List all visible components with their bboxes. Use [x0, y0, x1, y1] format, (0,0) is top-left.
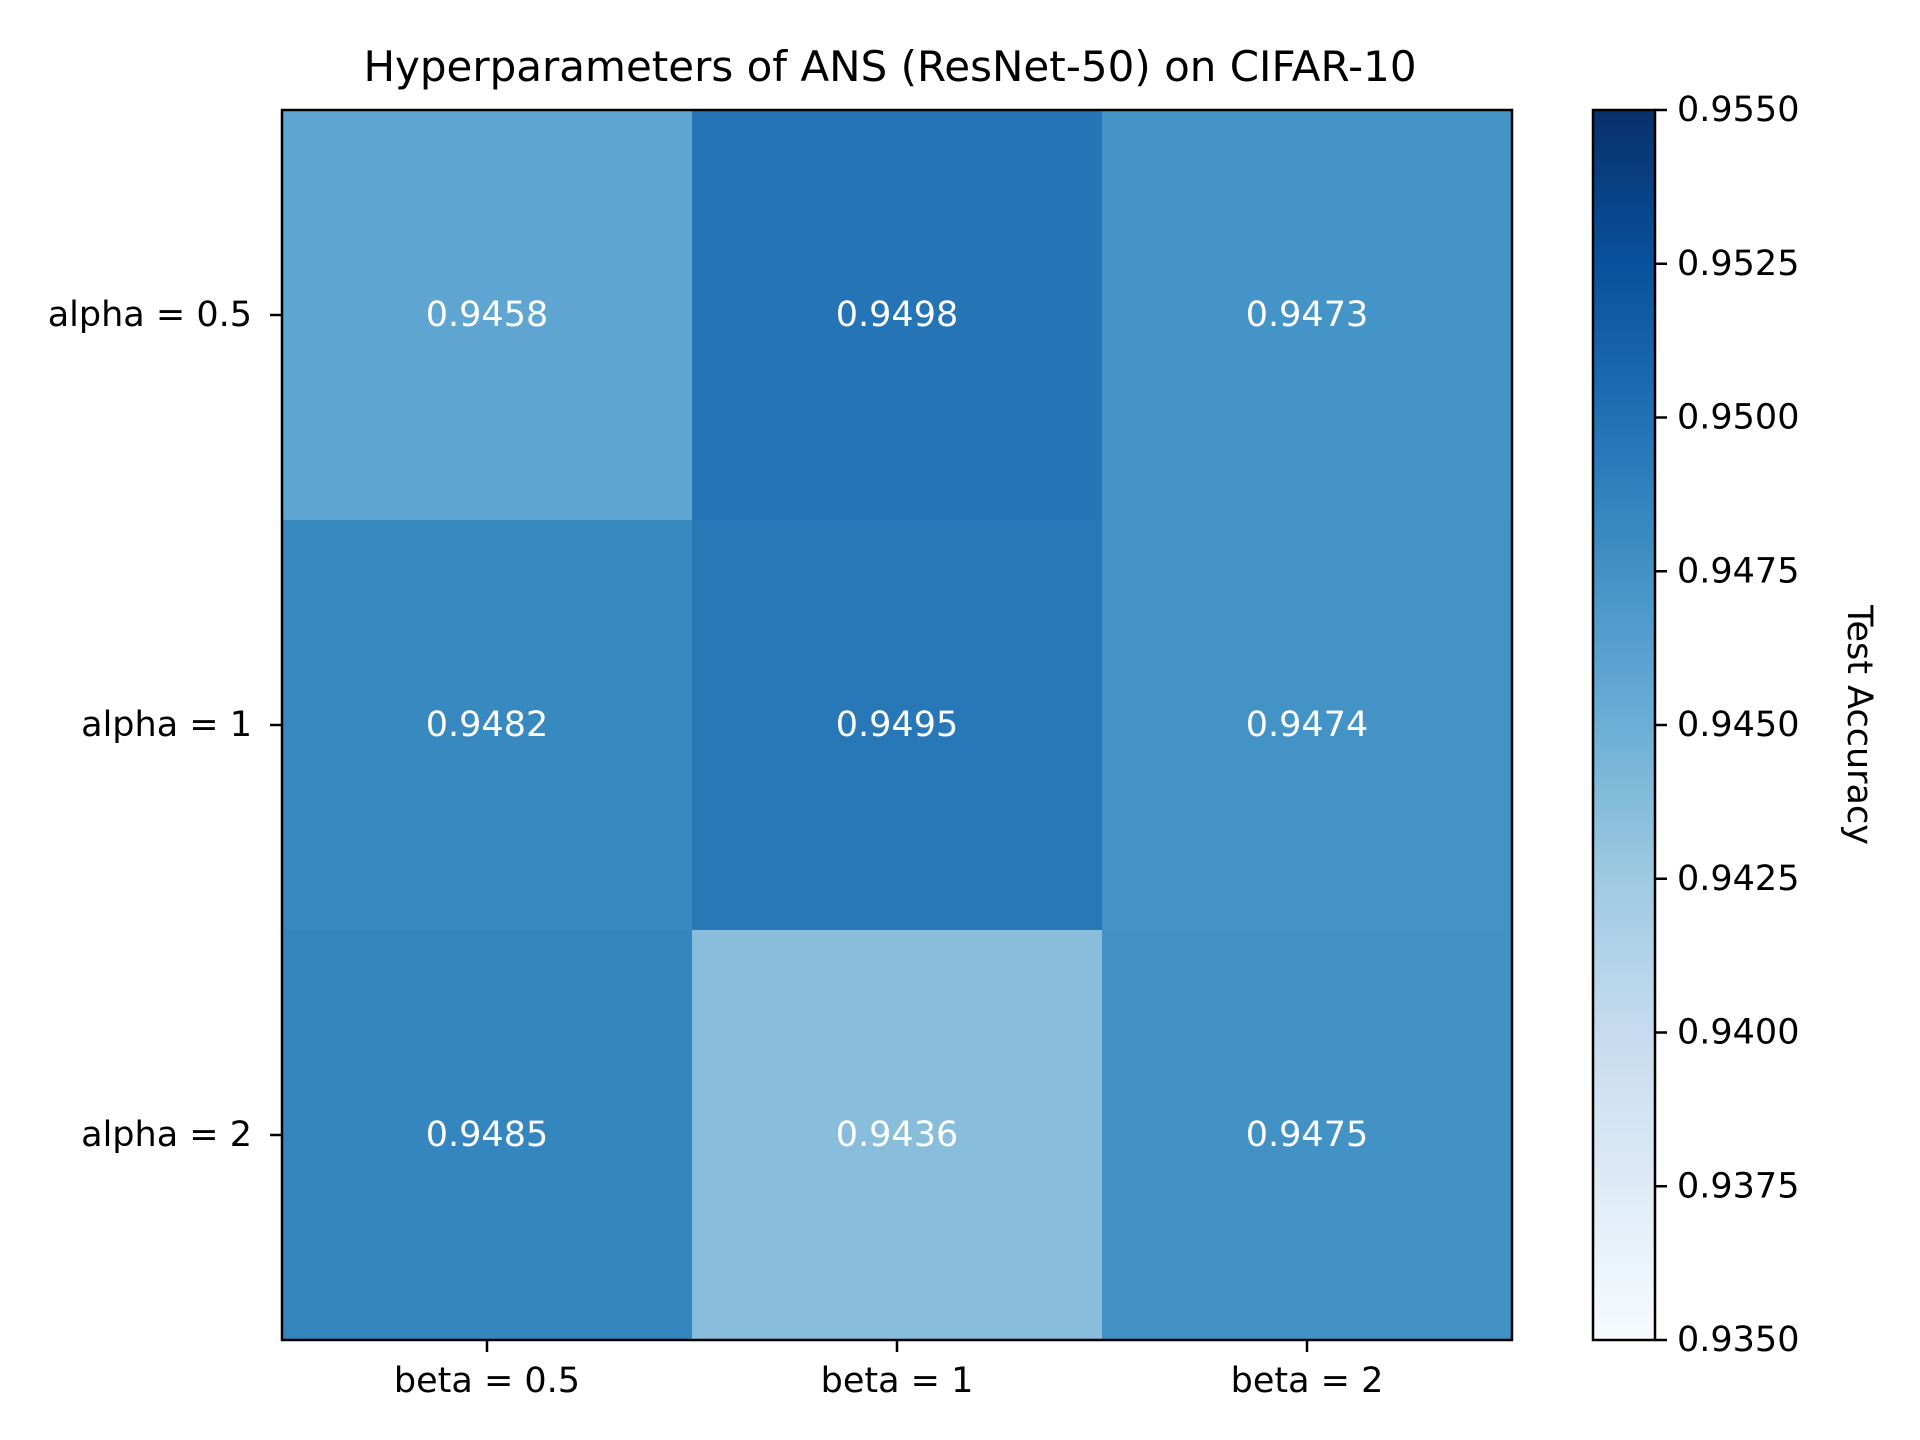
heatmap-cell-r2-c1 [692, 930, 1103, 1341]
cell-value-label: 0.9498 [836, 295, 958, 335]
heatmap-cell-r2-c0 [282, 930, 693, 1341]
y-tick-label: alpha = 0.5 [48, 295, 252, 335]
cell-value-label: 0.9436 [836, 1115, 958, 1155]
heatmap-cell-r0-c1 [692, 110, 1103, 521]
cell-value-label: 0.9475 [1246, 1115, 1368, 1155]
heatmap-cell-labels: 0.9458 0.9498 0.9473 0.9482 0.9495 0.9474 0.94… [426, 295, 1368, 1155]
y-axis: alpha = 0.5 alpha = 1 alpha = 2 [48, 295, 282, 1155]
y-tick-label: alpha = 2 [81, 1115, 252, 1155]
colorbar-tick-label: 0.9450 [1677, 705, 1799, 745]
colorbar-tick-label: 0.9425 [1677, 859, 1799, 899]
colorbar-tick-label: 0.9400 [1677, 1013, 1799, 1053]
colorbar-tick-label: 0.9475 [1677, 551, 1799, 591]
heatmap-cell-r1-c0 [282, 520, 693, 931]
colorbar-tick-label: 0.9375 [1677, 1166, 1799, 1206]
colorbar-label: Test Accuracy [1839, 604, 1879, 845]
colorbar-tick-label: 0.9350 [1677, 1320, 1799, 1360]
colorbar-gradient [1591, 108, 1657, 1342]
heatmap-cell-r2-c2 [1102, 930, 1513, 1341]
x-axis: beta = 0.5 beta = 1 beta = 2 [394, 1340, 1383, 1401]
colorbar-tick-label: 0.9525 [1677, 244, 1799, 284]
chart-title: Hyperparameters of ANS (ResNet-50) on CI… [363, 42, 1416, 91]
heatmap-cell-r1-c2 [1102, 520, 1513, 931]
x-tick-label: beta = 1 [821, 1361, 974, 1401]
heatmap-cell-r0-c0 [282, 110, 693, 521]
colorbar-tick-label: 0.9500 [1677, 398, 1799, 438]
cell-value-label: 0.9474 [1246, 705, 1368, 745]
heatmap-cell-r0-c2 [1102, 110, 1513, 521]
heatmap-cell-r1-c1 [692, 520, 1103, 931]
heatmap-cells [282, 110, 1513, 1341]
cell-value-label: 0.9458 [426, 295, 548, 335]
x-tick-label: beta = 2 [1231, 1361, 1384, 1401]
cell-value-label: 0.9485 [426, 1115, 548, 1155]
colorbar: 0.9550 0.9525 0.9500 0.9475 0.9450 0.9425 0.94… [1591, 90, 1799, 1360]
colorbar-tick-label: 0.9550 [1677, 90, 1799, 130]
cell-value-label: 0.9495 [836, 705, 958, 745]
cell-value-label: 0.9473 [1246, 295, 1368, 335]
cell-value-label: 0.9482 [426, 705, 548, 745]
x-tick-label: beta = 0.5 [394, 1361, 580, 1401]
y-tick-label: alpha = 1 [81, 705, 252, 745]
